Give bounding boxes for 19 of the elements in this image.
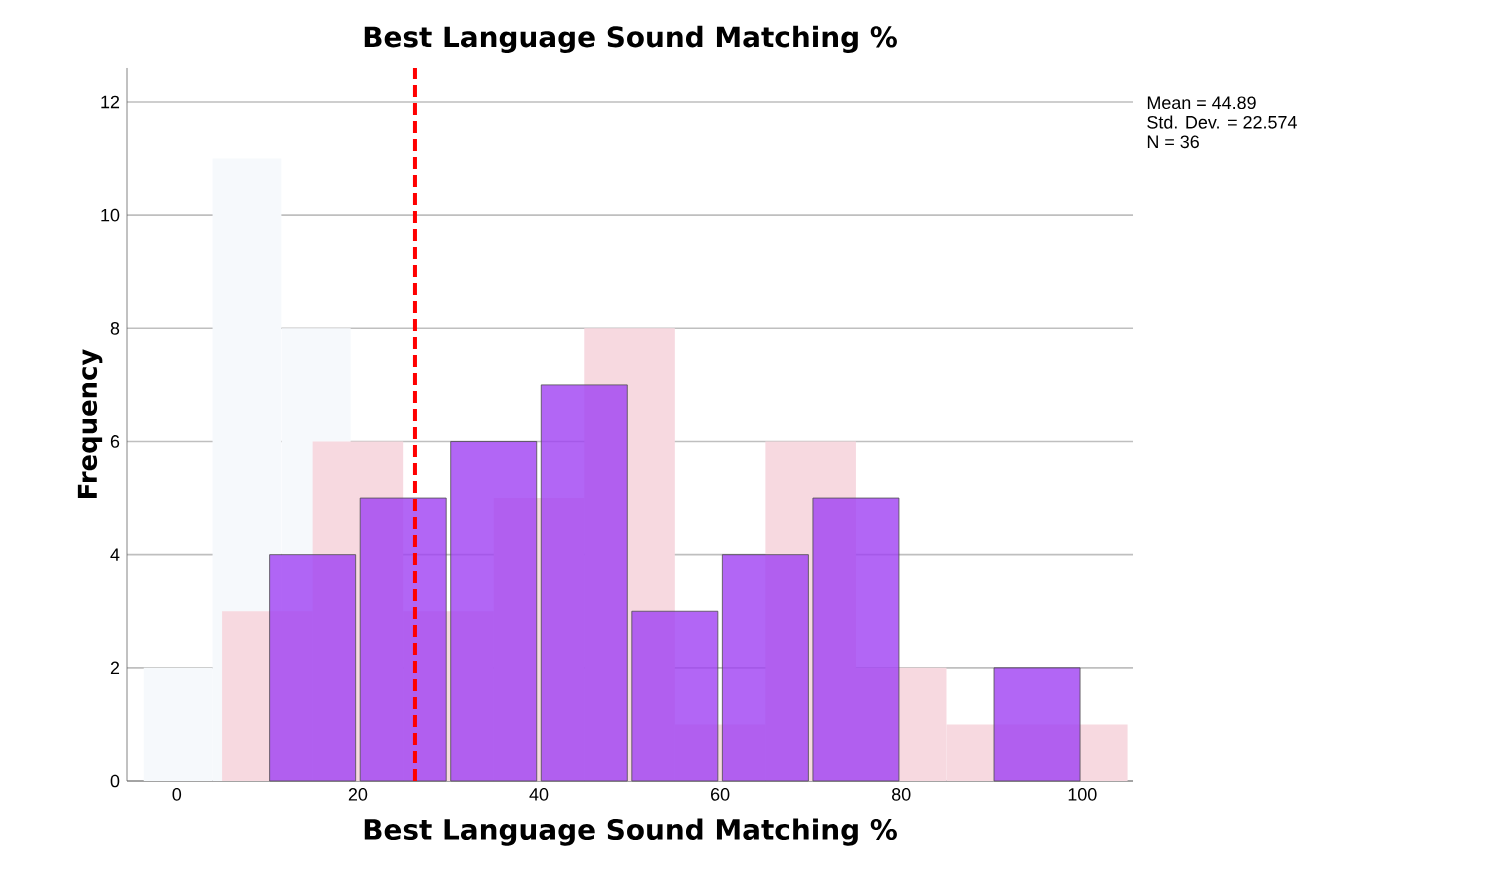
y-tick-label: 4 [110, 548, 120, 561]
x-axis-title: Best Language Sound Matching % [364, 818, 897, 846]
chart-title: Best Language Sound Matching % [364, 25, 897, 54]
y-tick-label: 12 [101, 95, 120, 109]
text: Mean = 44.89 [1147, 96, 1256, 110]
text: Std. Dev. = 22.574 [1147, 115, 1297, 129]
y-tick-label: 6 [110, 435, 120, 448]
x-tick-label: 0 [172, 788, 182, 801]
y-tick-label: 8 [110, 321, 120, 335]
y-tick-label: 2 [110, 661, 120, 675]
x-tick-label: 100 [1068, 788, 1097, 801]
x-tick-label: 80 [892, 788, 911, 801]
x-tick-label: 20 [348, 788, 368, 801]
x-tick-label: 60 [711, 788, 730, 801]
y-axis-title: Frequency [77, 349, 103, 498]
y-tick-label: 0 [110, 774, 120, 788]
y-tick-label: 10 [101, 208, 120, 222]
text: N = 36 [1147, 135, 1199, 149]
x-tick-label: 40 [529, 788, 549, 801]
